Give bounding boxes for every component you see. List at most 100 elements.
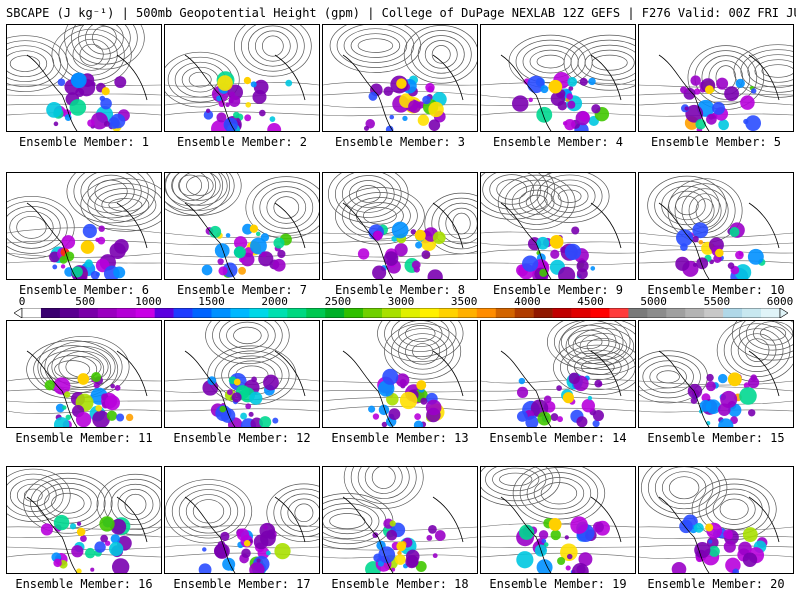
coastline [26, 496, 148, 573]
cape-shading [748, 409, 756, 417]
height-contour [536, 174, 603, 218]
colorbar-swatch [685, 308, 705, 318]
height-contour [273, 196, 300, 219]
cape-shading [64, 391, 71, 398]
cape-shading [76, 521, 82, 526]
height-contour [103, 478, 161, 531]
cape-shading [217, 258, 224, 265]
cape-shading [372, 265, 387, 279]
colorbar-swatch [192, 308, 212, 318]
height-contour [746, 321, 793, 351]
height-contour [336, 25, 415, 68]
colorbar-swatch [78, 308, 99, 318]
ensemble-map [639, 175, 793, 279]
height-contour [543, 179, 596, 213]
height-contour [348, 180, 388, 208]
cape-shading [104, 540, 111, 546]
cape-shading [432, 231, 446, 245]
cape-shading [53, 417, 70, 427]
height-contour [233, 326, 262, 345]
height-contour [7, 195, 75, 259]
cape-maximum [727, 372, 742, 387]
cape-shading [519, 524, 535, 540]
height-contour [16, 215, 47, 239]
ensemble-map [7, 335, 161, 427]
height-contour [266, 483, 319, 543]
cape-shading [255, 231, 261, 237]
height-contour [529, 49, 572, 74]
height-contour [647, 467, 721, 515]
coastline [26, 54, 148, 131]
cape-shading [516, 551, 534, 569]
cape-shading [261, 251, 267, 258]
colorbar-tick-label: 4000 [514, 295, 541, 308]
height-contour [546, 321, 631, 369]
cape-shading [723, 540, 736, 553]
cape-shading [71, 545, 84, 558]
height-contour [323, 232, 477, 236]
ensemble-member-panel [164, 24, 320, 132]
cape-shading [391, 221, 409, 239]
cape-shading [671, 561, 687, 573]
height-contour [391, 328, 455, 375]
height-contour [165, 232, 319, 238]
height-contour [23, 488, 43, 502]
cape-maximum [249, 224, 259, 233]
cape-maximum [414, 229, 426, 241]
cape-shading [422, 95, 431, 105]
cape-shading [738, 251, 744, 257]
cape-shading [705, 381, 716, 392]
height-contour [529, 173, 610, 223]
cape-shading [727, 262, 735, 269]
height-contour [508, 34, 593, 89]
ensemble-map [481, 321, 635, 427]
cape-shading [692, 262, 698, 267]
cape-shading [99, 516, 115, 532]
height-contour [334, 187, 425, 245]
height-contour [165, 479, 253, 544]
height-contour [481, 552, 635, 558]
cape-shading [512, 95, 529, 112]
cape-shading [44, 380, 55, 391]
height-contour [192, 499, 225, 524]
height-contour [403, 25, 477, 84]
cape-shading [97, 236, 106, 245]
cape-shading [543, 395, 552, 403]
ensemble-member-caption: Ensemble Member: 10 [647, 283, 785, 297]
height-contour [639, 93, 793, 96]
height-contour [165, 552, 319, 558]
coastline [184, 202, 306, 279]
height-contour [668, 476, 700, 500]
colorbar-swatch [154, 308, 174, 318]
cape-shading [564, 535, 569, 540]
cape-shading [277, 249, 286, 259]
height-contour [165, 82, 319, 87]
coastline [658, 54, 780, 131]
colorbar-swatch [40, 308, 61, 318]
cape-shading [265, 550, 271, 556]
cape-shading [240, 412, 247, 420]
height-contour [550, 184, 589, 208]
height-contour [357, 467, 410, 499]
cape-shading [411, 260, 421, 270]
height-contour [9, 478, 57, 512]
height-contour [675, 195, 699, 216]
height-contour [7, 205, 61, 249]
cape-shading [676, 229, 694, 247]
cape-maximum [705, 523, 714, 532]
height-contour [661, 185, 713, 226]
height-contour [481, 407, 635, 412]
cape-shading [543, 542, 549, 547]
height-contour [323, 508, 373, 535]
cape-shading [550, 529, 561, 541]
cape-shading [372, 532, 379, 538]
height-contour [364, 467, 403, 494]
height-contour [492, 467, 540, 492]
cape-shading [205, 108, 211, 114]
cape-shading [434, 530, 446, 541]
cape-shading [742, 527, 758, 543]
colorbar-swatch [249, 308, 269, 318]
height-contour [754, 59, 793, 83]
cape-shading [90, 112, 109, 130]
cape-shading [425, 399, 442, 416]
